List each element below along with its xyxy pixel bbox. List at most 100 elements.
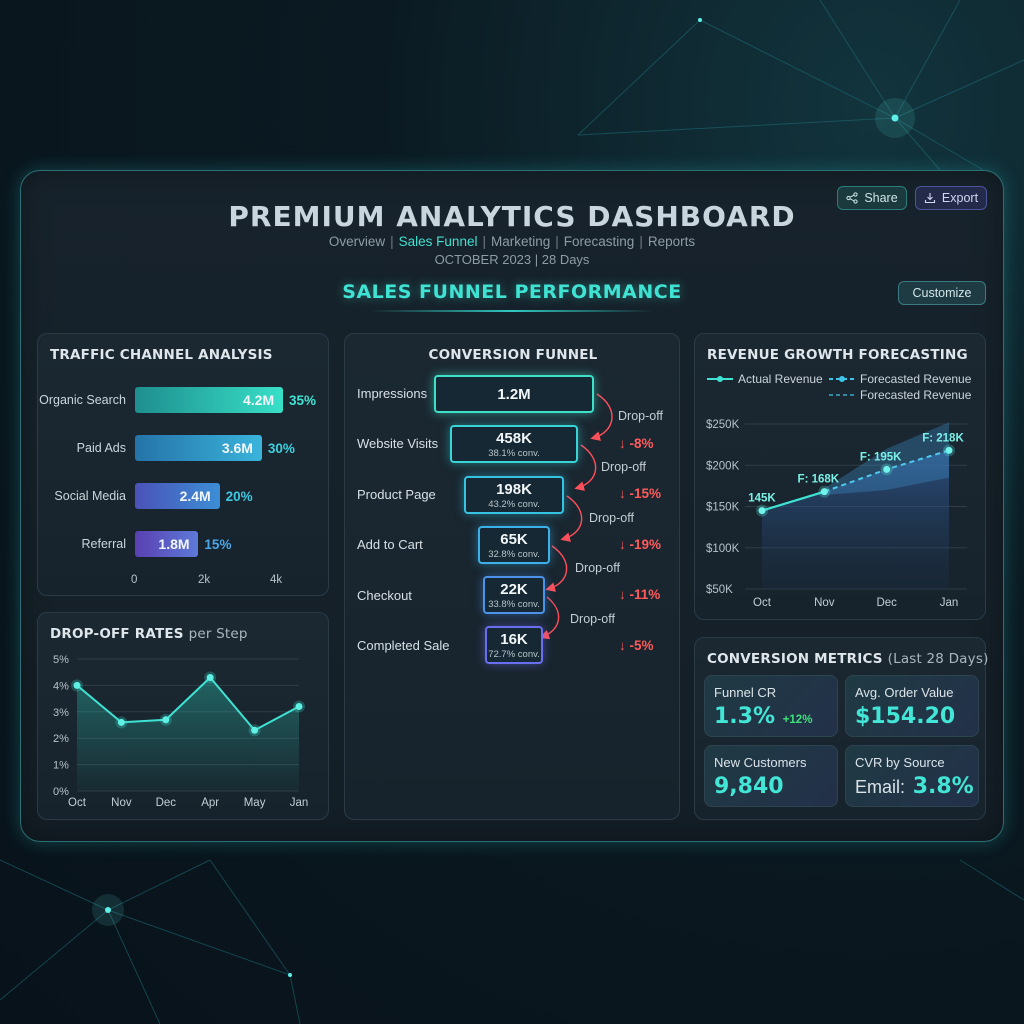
data-point (251, 726, 259, 734)
x-tick-label: Nov (814, 597, 835, 609)
funnel-step-label: Website Visits (357, 436, 439, 451)
channel-label-referral: Referral (81, 537, 126, 551)
metric-tile-funnel-cr[interactable]: Funnel CR 1.3% +12% (704, 675, 838, 737)
metric-tile-avg-order[interactable]: Avg. Order Value $154.20 (845, 675, 979, 737)
x-tick-label: Jan (290, 797, 309, 809)
x-tick-label: May (244, 797, 266, 809)
nav-marketing[interactable]: Marketing (490, 234, 551, 249)
x-tick-label: Dec (876, 597, 897, 609)
metric-value: $154.20 (855, 704, 956, 729)
dropoff-label: Drop-off (570, 612, 615, 626)
dropoff-title-main: DROP-OFF RATES (50, 626, 184, 642)
metric-tile-cvr-source[interactable]: CVR by Source Email: 3.8% (845, 745, 979, 807)
x-tick-label: Apr (201, 797, 219, 809)
funnel-step-label: Product Page (357, 487, 436, 502)
metric-delta: +12% (782, 714, 813, 726)
export-button[interactable]: Export (915, 186, 987, 210)
funnel-step-box[interactable]: 16K 72.7% conv. (485, 626, 543, 664)
x-tick-label: Nov (111, 797, 132, 809)
dropoff-label: Drop-off (601, 460, 646, 474)
share-icon (846, 192, 858, 204)
funnel-step-label: Impressions (357, 386, 428, 401)
nav-reports[interactable]: Reports (647, 234, 696, 249)
y-tick-label: $250K (706, 419, 740, 431)
x-tick-0: 0 (131, 574, 138, 586)
channel-value-organic: 4.2M (243, 392, 275, 408)
funnel-step-box[interactable]: 65K 32.8% conv. (478, 526, 550, 564)
metric-label: CVR by Source (855, 755, 945, 770)
funnel-step-conv: 72.7% conv. (488, 648, 540, 660)
metric-label: Avg. Order Value (855, 685, 954, 700)
point-label: F: 195K (860, 451, 902, 463)
metric-value-main: 1.3% (714, 704, 776, 729)
dropoff-rates-card: DROP-OFF RATES per Step 5% 4% 3% 2% 1% 0% Oct N… (37, 612, 329, 820)
y-tick-label: $150K (706, 502, 740, 514)
dropoff-pct: ↓ -19% (619, 537, 662, 552)
dropoff-label: Drop-off (589, 511, 634, 525)
channel-bar-referral[interactable] (135, 531, 199, 557)
y-tick-label: 1% (53, 760, 69, 772)
data-point (117, 718, 125, 726)
channel-pct-paid: 30% (267, 441, 295, 456)
data-point (945, 446, 953, 454)
channel-bar-organic[interactable] (135, 387, 283, 413)
metrics-card-title: CONVERSION METRICS (Last 28 Days) (707, 651, 989, 667)
date-range: OCTOBER 2023 | 28 Days (434, 252, 590, 267)
nav-sales-funnel[interactable]: Sales Funnel (398, 234, 478, 249)
point-label: F: 218K (922, 432, 964, 444)
funnel-step-box[interactable]: 458K 38.1% conv. (450, 425, 578, 463)
funnel-card-title: CONVERSION FUNNEL (428, 347, 598, 363)
actual-line (761, 490, 825, 512)
conversion-metrics-card: CONVERSION METRICS (Last 28 Days) Funnel… (694, 637, 989, 820)
legend-actual-label: Actual Revenue (738, 372, 823, 386)
area-fill (77, 677, 299, 791)
traffic-card-title: TRAFFIC CHANNEL ANALYSIS (50, 347, 273, 363)
revenue-card-title: REVENUE GROWTH FORECASTING (707, 347, 968, 363)
dropoff-label: Drop-off (618, 409, 663, 423)
y-tick-label: $50K (706, 584, 733, 596)
funnel-step-box[interactable]: 198K 43.2% conv. (464, 476, 564, 514)
channel-bar-paid[interactable] (135, 435, 262, 461)
channel-bar-social[interactable] (135, 483, 220, 509)
x-tick-label: Oct (753, 597, 772, 609)
section-title: SALES FUNNEL PERFORMANCE (342, 281, 682, 303)
funnel-step-conv: 32.8% conv. (488, 548, 540, 560)
metric-value: 9,840 (714, 774, 784, 799)
channel-label-organic: Organic Search (39, 393, 126, 407)
dropoff-label: Drop-off (575, 561, 620, 575)
x-tick-label: Oct (68, 797, 87, 809)
y-tick-label: 0% (53, 786, 69, 798)
channel-value-social: 2.4M (179, 488, 211, 504)
nav-overview[interactable]: Overview (328, 234, 386, 249)
funnel-step-conv: 33.8% conv. (488, 598, 540, 610)
nav-forecasting[interactable]: Forecasting (563, 234, 635, 249)
funnel-step-label: Add to Cart (357, 537, 423, 552)
metrics-title-main: CONVERSION METRICS (707, 651, 883, 667)
legend-forecast-swatch (829, 376, 855, 382)
channel-value-paid: 3.6M (221, 440, 253, 456)
funnel-step-value: 65K (500, 530, 528, 548)
data-point (820, 488, 828, 496)
funnel-step-box[interactable]: 22K 33.8% conv. (483, 576, 545, 614)
funnel-step-value: 198K (496, 480, 532, 498)
x-tick-label: Dec (156, 797, 177, 809)
funnel-step-box[interactable]: 1.2M (434, 375, 594, 413)
traffic-channel-card: TRAFFIC CHANNEL ANALYSIS Organic Search … (37, 333, 329, 596)
dropoff-title-suffix: per Step (188, 626, 248, 642)
share-label: Share (864, 191, 898, 205)
legend-actual: Actual Revenue (707, 372, 823, 386)
series-line (76, 676, 300, 732)
data-point (206, 673, 214, 681)
metric-tile-new-customers[interactable]: New Customers 9,840 (704, 745, 838, 807)
dashboard-title: PREMIUM ANALYTICS DASHBOARD (228, 200, 796, 233)
channel-pct-organic: 35% (289, 393, 317, 408)
forecast-band (824, 422, 949, 495)
customize-button[interactable]: Customize (898, 281, 986, 305)
channel-pct-social: 20% (225, 489, 253, 504)
dropoff-pct: ↓ -8% (619, 436, 654, 451)
dropoff-chart: 5% 4% 3% 2% 1% 0%Oct Nov Dec Apr May Jan (53, 654, 309, 809)
y-tick-label: $100K (706, 543, 740, 555)
dropoff-card-title: DROP-OFF RATES per Step (50, 626, 248, 642)
metric-label: Funnel CR (714, 685, 777, 700)
share-button[interactable]: Share (837, 186, 907, 210)
